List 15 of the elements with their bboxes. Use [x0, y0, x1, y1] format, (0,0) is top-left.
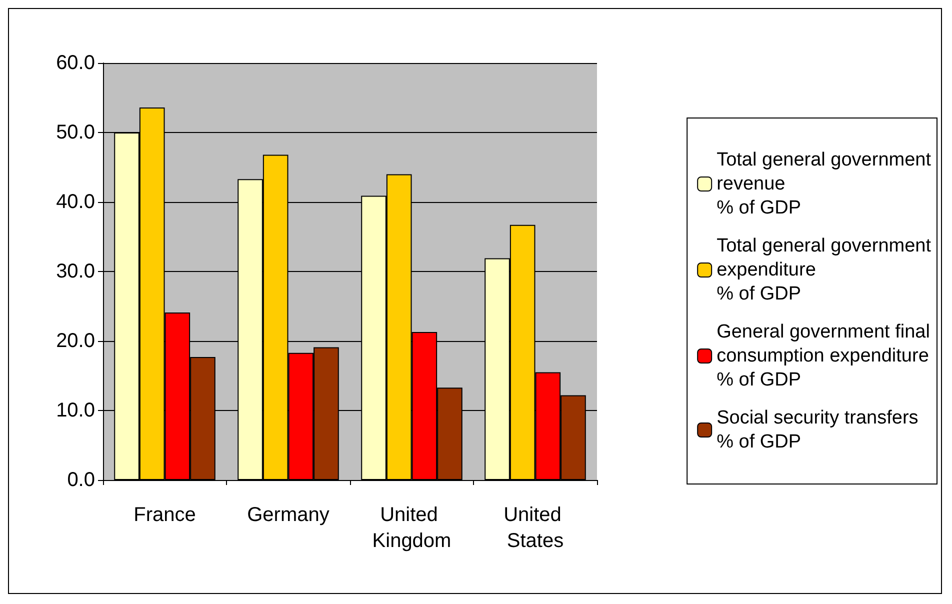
legend-label: Social security transfers % of GDP — [716, 408, 918, 452]
x-tick-label: France — [134, 504, 196, 526]
legend-label: Total general government revenue % of GDP — [716, 150, 932, 218]
legend-label: Total general government expenditure % of GDP — [716, 236, 932, 304]
y-tick-label: 0.0 — [67, 469, 95, 491]
x-tick-label: United States — [504, 504, 567, 552]
y-tick-label: 50.0 — [56, 122, 95, 144]
y-tick-label: 10.0 — [56, 400, 95, 422]
x-tick-label: United Kingdom — [372, 504, 452, 552]
y-tick-label: 20.0 — [56, 330, 95, 352]
y-tick-label: 30.0 — [56, 260, 95, 282]
x-tick-label: Germany — [247, 504, 330, 526]
y-tick-label: 60.0 — [56, 52, 95, 74]
y-tick-label: 40.0 — [56, 191, 95, 213]
legend-label: General government final consumption expenditure % of GDP — [716, 322, 930, 390]
